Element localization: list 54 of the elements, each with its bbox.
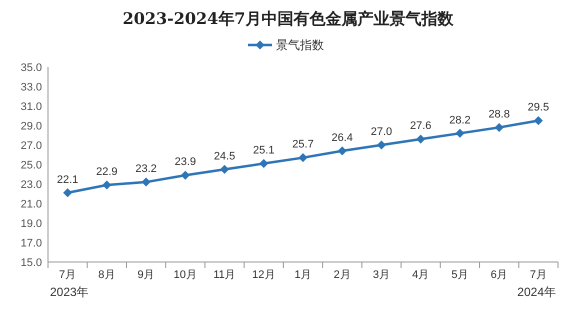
data-label: 25.7 <box>292 138 314 151</box>
x-tick-label: 3月 <box>372 269 390 281</box>
legend-label: 景气指数 <box>276 38 324 52</box>
point <box>63 188 72 198</box>
point <box>220 164 230 174</box>
x-tick-label: 12月 <box>252 269 276 281</box>
point <box>142 178 151 187</box>
text: 2024年 <box>517 285 556 299</box>
y-tick-label: 31.0 <box>20 101 42 113</box>
data-label: 24.5 <box>214 150 236 162</box>
data-label: 22.1 <box>56 174 78 186</box>
y-tick-label: 25.0 <box>20 160 42 172</box>
point <box>259 159 268 168</box>
x-tick-label: 5月 <box>451 269 468 281</box>
y-tick-label: 33.0 <box>20 82 42 94</box>
point <box>102 180 112 190</box>
y-tick-label: 19.0 <box>20 218 42 230</box>
y-tick-label: 21.0 <box>20 198 42 210</box>
data-label: 27.0 <box>370 126 392 138</box>
data-label: 28.8 <box>488 108 510 120</box>
y-tick-label: 15.0 <box>20 257 42 269</box>
y-tick-label: 17.0 <box>20 238 42 250</box>
data-label: 27.6 <box>410 120 432 132</box>
point <box>534 116 543 126</box>
data-label: 29.5 <box>528 102 550 114</box>
x-tick-label: 1月 <box>294 269 312 281</box>
y-tick-label: 29.0 <box>20 120 42 132</box>
x-tick-label: 10月 <box>174 269 197 281</box>
y-tick-label: 35.0 <box>20 62 42 74</box>
x-tick-label: 7月 <box>530 269 547 281</box>
point <box>376 140 386 150</box>
data-label: 22.9 <box>96 166 118 178</box>
x-tick-label: 8月 <box>98 269 116 281</box>
point <box>494 122 504 132</box>
point <box>338 146 347 156</box>
data-label: 23.9 <box>174 156 196 168</box>
data-label: 26.4 <box>332 132 353 144</box>
x-tick-label: 2月 <box>334 269 351 281</box>
point <box>180 170 190 180</box>
data-label: 23.2 <box>135 163 157 176</box>
x-tick-label: 11月 <box>213 269 236 281</box>
data-label: 28.2 <box>449 114 471 126</box>
x-tick-label: 7月 <box>59 269 76 281</box>
data-label: 25.1 <box>253 144 274 157</box>
x-tick-label: 6月 <box>490 269 508 281</box>
point <box>455 128 464 138</box>
y-tick-label: 23.0 <box>20 179 42 191</box>
point <box>416 134 426 144</box>
x-tick-label: 9月 <box>138 269 155 281</box>
y-tick-label: 27.0 <box>20 140 42 152</box>
point <box>298 153 308 162</box>
text: 2023年 <box>50 285 89 299</box>
chart-title: 2023-2024年7月中国有色金属产业景气指数 <box>122 9 454 28</box>
x-tick-label: 4月 <box>412 269 430 281</box>
